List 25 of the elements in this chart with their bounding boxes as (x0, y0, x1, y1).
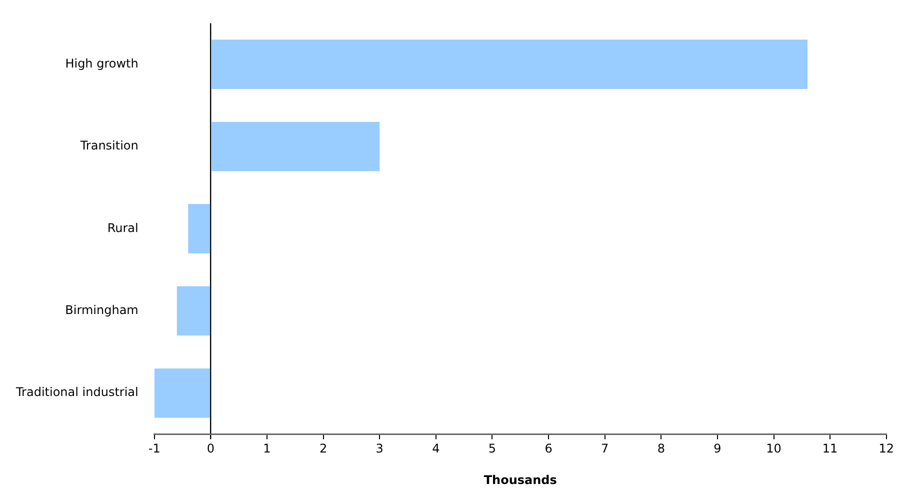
bar (188, 204, 210, 254)
y-tick-label: High growth (65, 56, 138, 70)
x-tick-label: 1 (263, 442, 271, 456)
x-tick-label: 11 (822, 442, 838, 456)
x-tick-label: 6 (544, 442, 552, 456)
x-tick-label: 4 (432, 442, 440, 456)
x-tick-label: 7 (601, 442, 609, 456)
y-tick-label: Rural (107, 220, 138, 235)
bar (211, 40, 808, 89)
y-tick-label: Traditional industrial (14, 385, 138, 400)
bar (154, 368, 210, 418)
bar (211, 122, 380, 172)
x-tick-label: 2 (319, 442, 328, 456)
x-tick-label: 12 (878, 442, 894, 456)
bar (176, 286, 210, 336)
x-tick-label: 10 (766, 442, 782, 456)
x-tick-label: -1 (148, 442, 160, 456)
y-tick-label: Birmingham (65, 303, 138, 318)
x-axis-title: Thousands (484, 472, 557, 487)
x-tick-label: 8 (657, 442, 665, 456)
y-tick-label: Transition (79, 138, 138, 153)
x-tick-label: 3 (376, 442, 384, 456)
x-tick-label: 9 (714, 442, 722, 456)
x-tick-label: 5 (488, 442, 496, 456)
x-tick-label: 0 (206, 442, 214, 456)
